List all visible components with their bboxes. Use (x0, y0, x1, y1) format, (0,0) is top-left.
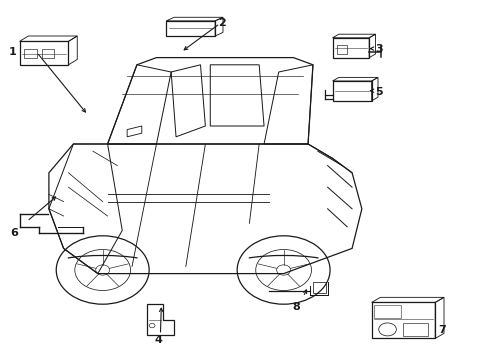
Bar (24, 49, 37, 58)
Bar (337, 45, 346, 54)
Text: 2: 2 (218, 18, 226, 28)
Text: 7: 7 (438, 325, 446, 336)
Bar (41, 49, 54, 58)
Text: 5: 5 (374, 87, 382, 97)
Text: 4: 4 (155, 335, 163, 345)
Text: 3: 3 (374, 44, 382, 54)
Text: 8: 8 (291, 302, 299, 312)
Bar (403, 323, 427, 336)
Text: 6: 6 (11, 228, 19, 238)
Bar (373, 305, 400, 318)
Text: 1: 1 (8, 47, 16, 57)
Bar (312, 282, 326, 292)
